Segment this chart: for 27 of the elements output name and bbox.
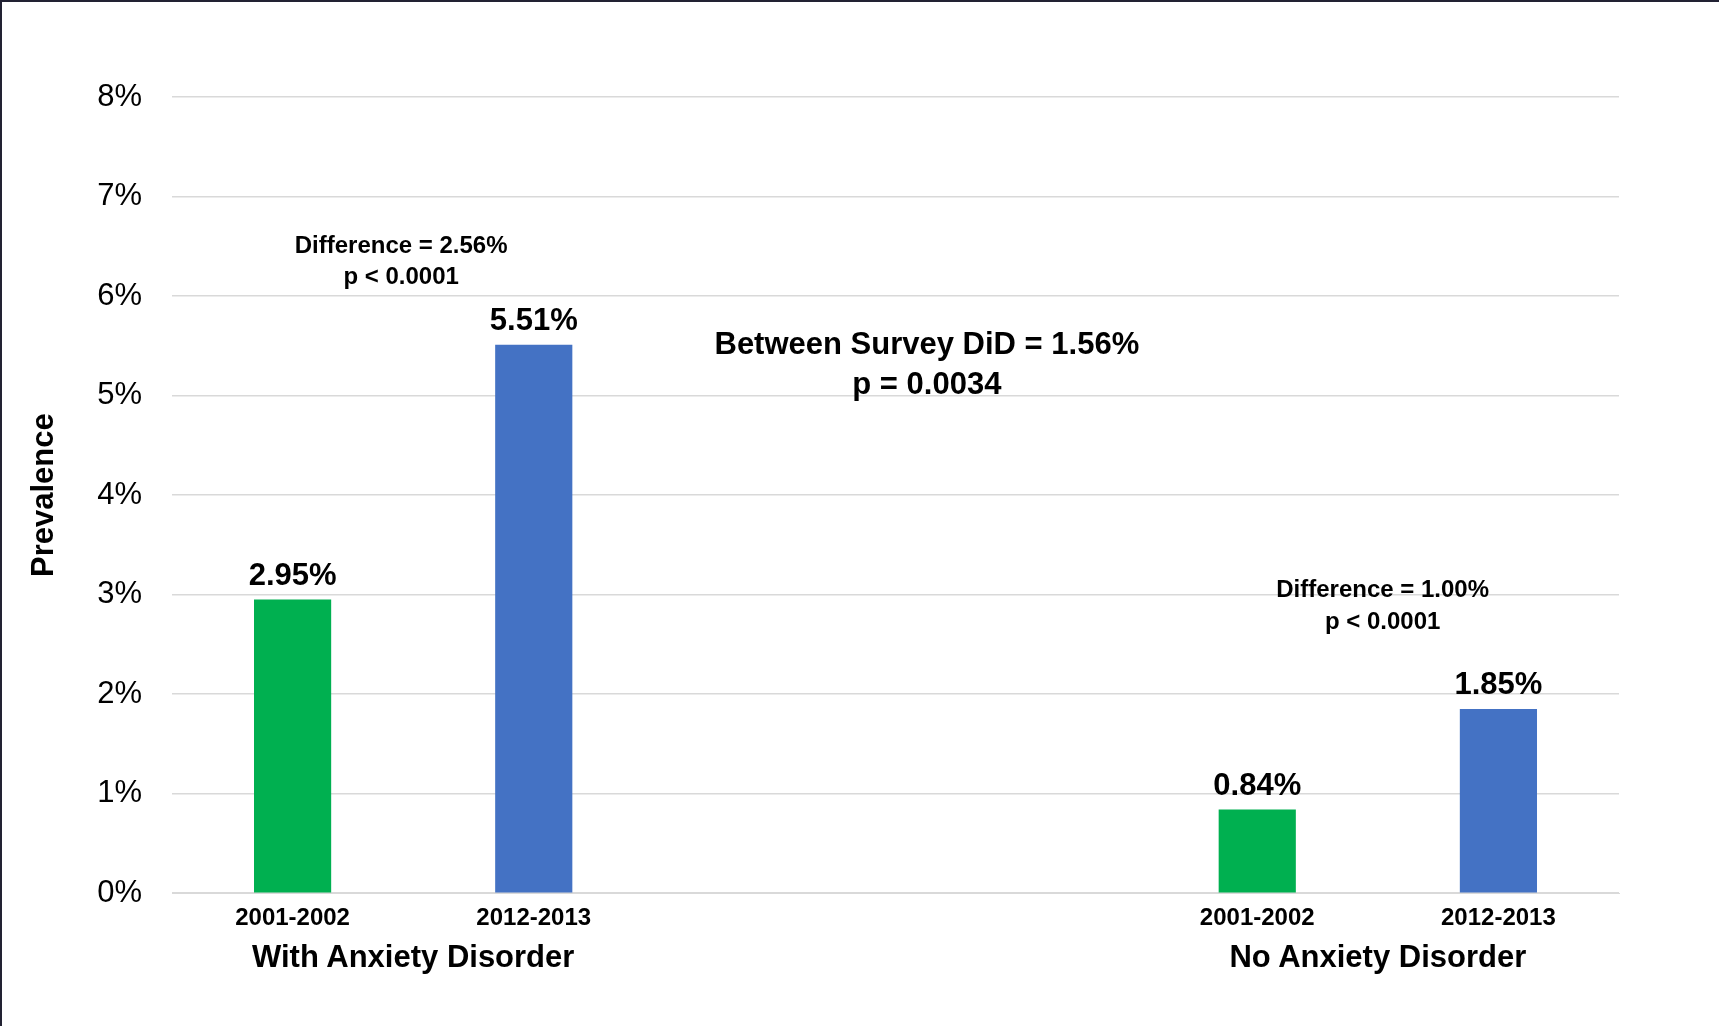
data-label: 1.85% — [1454, 666, 1543, 702]
y-axis-title: Prevalence — [25, 413, 61, 577]
y-tick-label: 1% — [97, 774, 142, 810]
text: No Anxiety Disorder — [1229, 939, 1527, 975]
annotation: Difference = 1.00% p < 0.0001 — [1276, 575, 1490, 634]
data-label: 2.95% — [248, 556, 337, 592]
y-tick-label: 8% — [97, 77, 142, 113]
x-tick-label: 2001-2002 — [1199, 903, 1315, 931]
annotation: Difference = 2.56% p < 0.0001 — [294, 230, 508, 290]
x-tick-label: 2012-2013 — [476, 903, 592, 931]
data-label: 0.84% — [1213, 766, 1302, 802]
annotation: Between Survey DiD = 1.56% p = 0.0034 — [714, 325, 1140, 402]
bar — [1459, 709, 1537, 893]
y-tick-label: 5% — [97, 376, 142, 412]
bar — [495, 344, 573, 893]
x-tick-label: 2012-2013 — [1441, 903, 1556, 931]
data-label: 5.51% — [489, 301, 578, 337]
y-tick-label: 3% — [97, 575, 142, 611]
y-tick-label: 6% — [97, 276, 142, 312]
bar — [1218, 809, 1296, 893]
bar — [254, 599, 332, 893]
y-tick-label: 4% — [97, 475, 142, 511]
y-tick-label: 7% — [97, 177, 142, 213]
text: With Anxiety Disorder — [251, 939, 575, 975]
y-tick-label: 2% — [97, 674, 142, 710]
y-tick-label: 0% — [97, 873, 142, 909]
x-tick-label: 2001-2002 — [235, 903, 350, 931]
